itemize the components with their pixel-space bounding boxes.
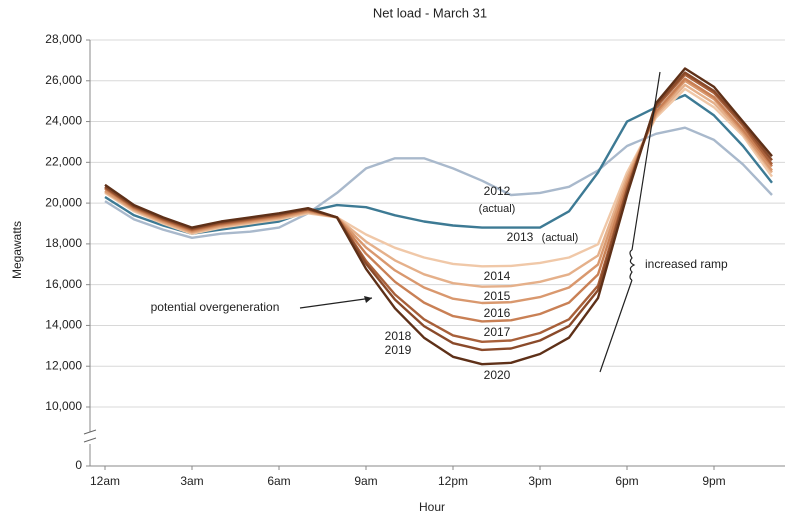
series-label: 2013 [507,230,534,244]
plot: 28,000 26,000 24,000 22,000 20,000 18,000 16,0… [45,32,785,488]
series-line [104,126,773,239]
series-label: 2017 [484,325,511,339]
y-tick-label: 28,000 [45,32,82,46]
series-label: 2019 [385,343,412,357]
x-tick-label: 3pm [528,474,551,488]
x-tick-label: 6pm [615,474,638,488]
chart-title: Net load - March 31 [373,5,487,20]
x-tick-label: 12am [90,474,120,488]
y-tick-label: 16,000 [45,277,82,291]
y-tick-label: 14,000 [45,318,82,332]
y-tick-label: 0 [75,458,82,472]
x-tick-label: 12pm [438,474,468,488]
series-line [104,67,773,366]
x-tick-label: 6am [267,474,290,488]
y-tick-label: 24,000 [45,114,82,128]
axis-break [83,429,97,443]
x-tick-label: 3am [180,474,203,488]
y-tick-label: 26,000 [45,73,82,87]
y-tick-label: 18,000 [45,236,82,250]
y-tick-label: 20,000 [45,195,82,209]
series-label: 2016 [484,306,511,320]
annotation: potential overgeneration [151,300,280,314]
y-tick-label: 10,000 [45,399,82,413]
ramp-lines [599,71,661,373]
series-note: (actual) [479,203,516,215]
series-label: 2012 [484,184,511,198]
annotation-arrowhead [364,296,372,303]
series-label: 2015 [484,289,511,303]
series-line [104,87,773,268]
x-tick-label: 9am [354,474,377,488]
series-note: (actual) [542,232,579,244]
annotation-arrow [299,297,373,309]
y-axis-label: Megawatts [10,221,24,279]
series-label: 2014 [484,269,511,283]
x-tick-label: 9pm [702,474,725,488]
annotation: increased ramp [645,257,728,271]
y-tick-label: 12,000 [45,358,82,372]
series-label: 2018 [385,329,412,343]
series-label: 2020 [484,368,511,382]
y-tick-label: 22,000 [45,155,82,169]
x-axis-label: Hour [419,500,445,514]
brace [629,249,636,281]
